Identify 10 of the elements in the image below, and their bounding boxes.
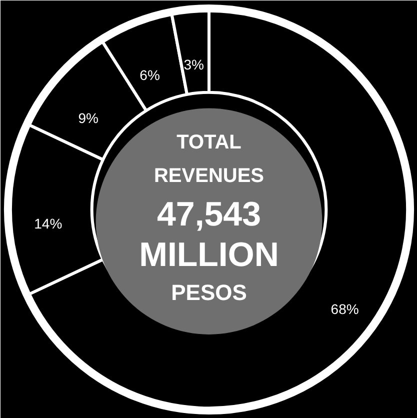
data-label: 14% (34, 215, 62, 232)
text: 47,543 (157, 195, 262, 234)
data-label: 3% (184, 56, 204, 72)
data-label: 68% (330, 300, 359, 317)
data-label: 9% (78, 110, 98, 126)
text: TOTAL (176, 131, 242, 154)
text: PESOS (171, 280, 247, 305)
text: MILLION (139, 236, 279, 274)
text: REVENUES (154, 164, 264, 187)
data-label: 6% (140, 66, 160, 83)
